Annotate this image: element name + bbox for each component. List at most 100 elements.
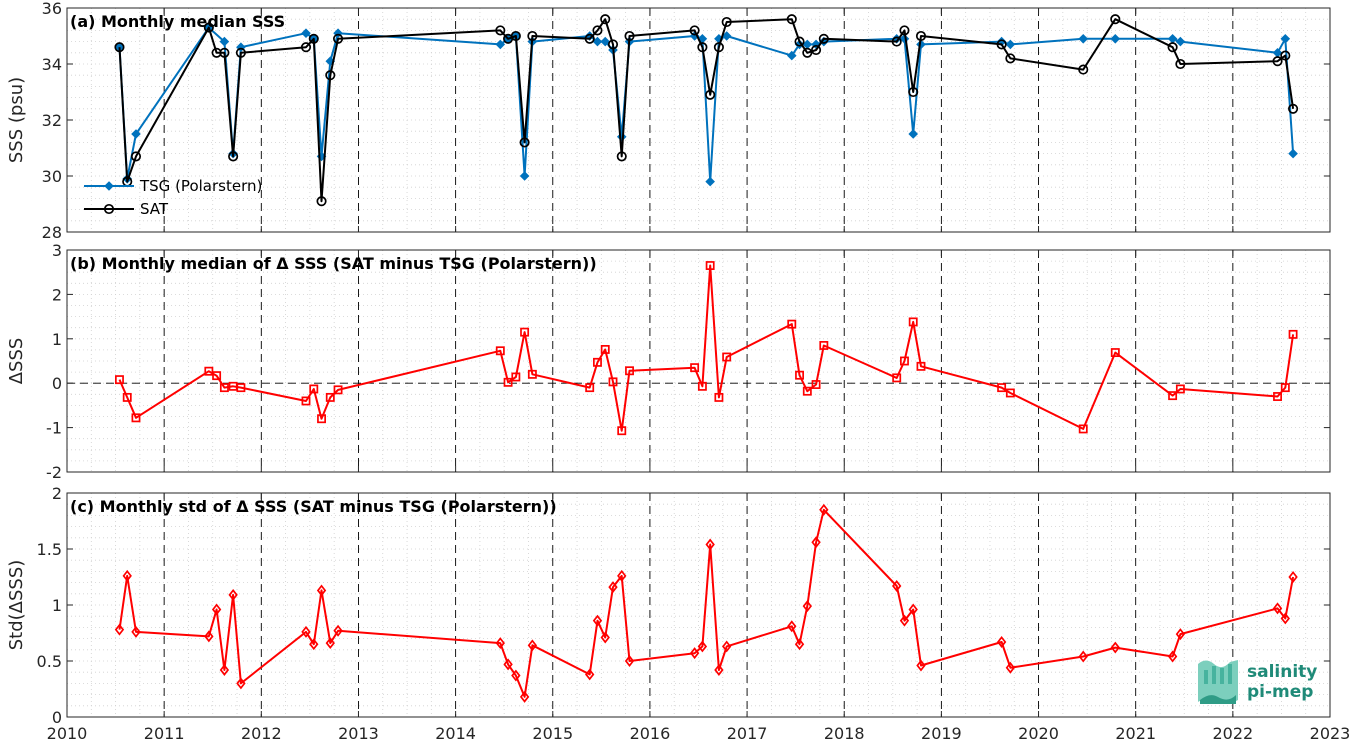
- data-point: [527, 30, 538, 42]
- data-point: [1005, 53, 1016, 64]
- data-point: [495, 346, 505, 356]
- data-point: [495, 39, 506, 50]
- legend: TSG (Polarstern) SAT: [84, 177, 262, 218]
- data-point: [228, 588, 238, 601]
- y-tick-label: 1: [52, 596, 62, 615]
- data-point: [1273, 392, 1282, 401]
- data-point: [787, 319, 797, 329]
- data-point: [600, 631, 610, 644]
- data-point: [1175, 628, 1186, 641]
- year-gridlines-a: [163, 8, 1234, 232]
- y-tick-label: -2: [46, 463, 62, 482]
- data-point: [891, 36, 902, 47]
- panel-title-c: (c) Monthly std of Δ SSS (SAT minus TSG …: [70, 497, 557, 516]
- minor-grid-c: [67, 493, 1330, 717]
- data-point: [317, 414, 326, 424]
- data-point: [1280, 612, 1290, 625]
- data-point: [697, 381, 707, 391]
- data-point: [219, 383, 229, 393]
- data-point: [1175, 36, 1186, 47]
- data-point: [1005, 388, 1015, 398]
- data-point: [794, 36, 805, 47]
- series-line: [118, 508, 1295, 698]
- data-point: [1110, 348, 1120, 358]
- data-point: [908, 603, 918, 616]
- x-tick-label: 2022: [1212, 724, 1253, 743]
- data-point: [1167, 42, 1178, 53]
- data-point: [325, 70, 336, 81]
- data-point: [624, 655, 635, 667]
- data-point: [236, 677, 246, 690]
- x-tick-label: 2010: [47, 724, 88, 743]
- x-tick-label: 2014: [435, 724, 476, 743]
- data-point: [1175, 58, 1186, 70]
- data-point: [689, 647, 700, 660]
- data-point: [495, 637, 505, 650]
- data-point: [916, 659, 926, 672]
- data-point: [811, 380, 821, 389]
- data-point: [1078, 64, 1089, 75]
- series-c-0: [114, 503, 1298, 703]
- data-point: [585, 668, 595, 681]
- data-point: [899, 33, 910, 44]
- year-gridlines-c: [163, 493, 1234, 717]
- data-point: [122, 392, 132, 402]
- y-tick-label: 3: [52, 241, 62, 260]
- series-line: [118, 18, 1295, 203]
- data-point: [697, 640, 708, 653]
- data-point: [892, 373, 902, 383]
- data-point: [1005, 661, 1016, 674]
- data-point: [819, 341, 829, 350]
- data-point: [593, 357, 602, 367]
- data-point: [721, 31, 732, 41]
- y-tick-label: 0: [52, 374, 62, 393]
- data-point: [1110, 641, 1120, 654]
- logo-text-pimep: pi-mep: [1247, 682, 1313, 702]
- data-point: [600, 345, 610, 354]
- data-point: [114, 623, 125, 636]
- data-point: [309, 638, 319, 651]
- x-tick-label: 2013: [338, 724, 379, 743]
- y-tick-label: 34: [42, 55, 62, 74]
- data-point: [130, 151, 142, 162]
- y-tick-label: -1: [46, 419, 62, 438]
- data-point: [503, 658, 513, 671]
- panel-title-a: (a) Monthly median SSS: [70, 12, 285, 31]
- data-point: [519, 171, 530, 181]
- data-point: [1280, 50, 1291, 61]
- x-tick-label: 2017: [727, 724, 768, 743]
- data-point: [1288, 571, 1298, 583]
- x-tick-label: 2012: [241, 724, 282, 743]
- data-point: [786, 14, 797, 25]
- data-point: [1078, 33, 1089, 44]
- legend-label: TSG (Polarstern): [139, 177, 262, 195]
- data-point: [1005, 39, 1016, 50]
- panel-title-b: (b) Monthly median of Δ SSS (SAT minus T…: [70, 254, 597, 273]
- data-point: [819, 503, 829, 516]
- legend-label: SAT: [140, 200, 169, 218]
- data-point: [316, 196, 327, 207]
- data-point: [811, 44, 822, 56]
- x-tick-label: 2020: [1018, 724, 1059, 743]
- data-point: [996, 39, 1007, 50]
- data-point: [1288, 329, 1298, 339]
- data-point: [600, 14, 611, 25]
- y-tick-label: 1.5: [37, 540, 62, 559]
- data-point: [333, 33, 344, 44]
- data-point: [527, 369, 537, 379]
- x-tick-label: 2011: [144, 724, 185, 743]
- data-point: [802, 47, 813, 58]
- data-point: [503, 377, 513, 387]
- y-tick-label: 2: [52, 285, 62, 304]
- y-axis-label-c: Std(ΔSSS): [6, 560, 27, 651]
- data-point: [301, 625, 311, 638]
- data-point: [996, 635, 1007, 648]
- y-tick-label: 28: [42, 223, 62, 242]
- data-point: [131, 625, 141, 638]
- data-point: [625, 366, 634, 376]
- salinity-pimep-logo: salinity pi-mep: [1198, 660, 1317, 704]
- data-point: [802, 600, 812, 613]
- data-point: [122, 569, 132, 582]
- data-point: [714, 663, 724, 676]
- data-point: [1272, 56, 1283, 67]
